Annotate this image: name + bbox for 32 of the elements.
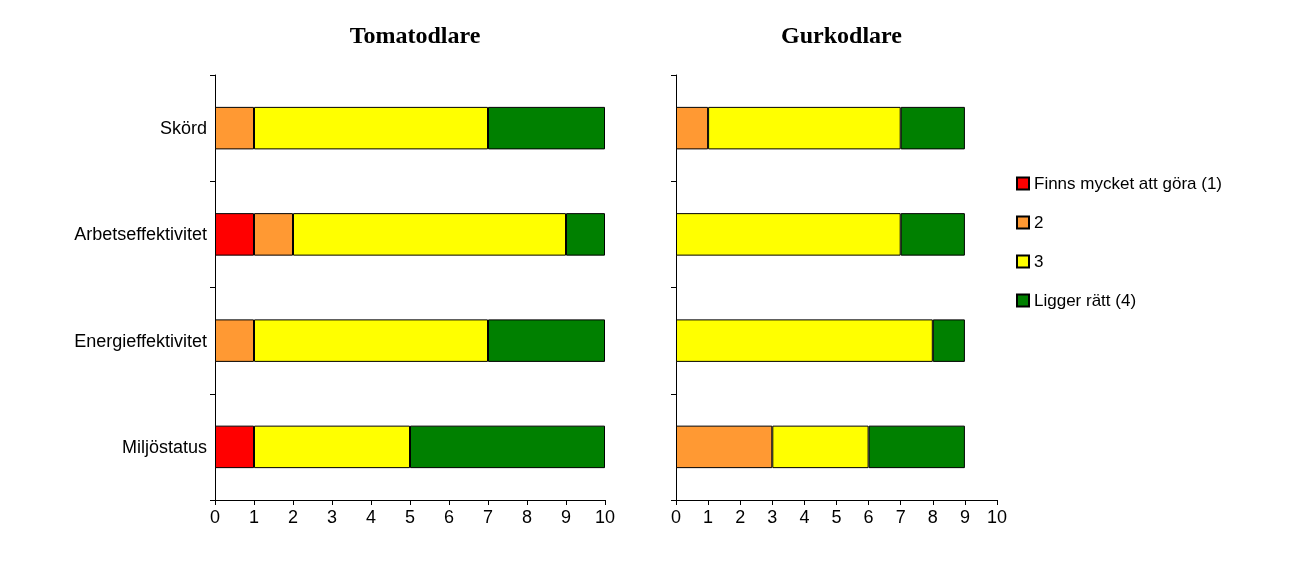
x-tick-label: 3 <box>767 507 778 527</box>
y-tick-label: Arbetseffektivitet <box>74 224 207 245</box>
x-tick-label: 5 <box>404 507 416 527</box>
chart-title: Tomatodlare <box>349 22 481 48</box>
x-tick-label: 8 <box>521 507 533 527</box>
x-tick-label: 7 <box>895 507 906 527</box>
legend-label: Finns mycket att göra (1) <box>1034 174 1223 193</box>
y-tick-label: Energieffektivitet <box>74 330 207 351</box>
x-tick-label: 4 <box>365 507 377 527</box>
x-tick-label: 10 <box>594 507 616 527</box>
x-tick-label: 6 <box>863 507 874 527</box>
x-tick-label: 2 <box>287 507 299 527</box>
x-tick-label: 10 <box>986 507 1008 527</box>
legend-label: Ligger rätt (4) <box>1034 291 1137 310</box>
y-tick-label: Skörd <box>159 118 207 139</box>
y-tick-label: Miljöstatus <box>121 436 207 457</box>
x-tick-label: 9 <box>560 507 572 527</box>
x-tick-label: 3 <box>326 507 338 527</box>
x-tick-label: 8 <box>927 507 938 527</box>
x-tick-label: 4 <box>799 507 810 527</box>
legend-label: 3 <box>1034 252 1044 271</box>
legend-label: 2 <box>1034 213 1044 232</box>
x-tick-label: 0 <box>209 507 221 527</box>
x-tick-label: 7 <box>482 507 494 527</box>
x-tick-label: 0 <box>670 507 682 527</box>
x-tick-label: 9 <box>959 507 970 527</box>
x-tick-label: 1 <box>703 507 714 527</box>
x-tick-label: 5 <box>831 507 842 527</box>
x-tick-label: 6 <box>443 507 455 527</box>
x-tick-label: 1 <box>248 507 260 527</box>
x-tick-label: 2 <box>735 507 746 527</box>
chart-title: Gurkodlare <box>781 22 903 48</box>
